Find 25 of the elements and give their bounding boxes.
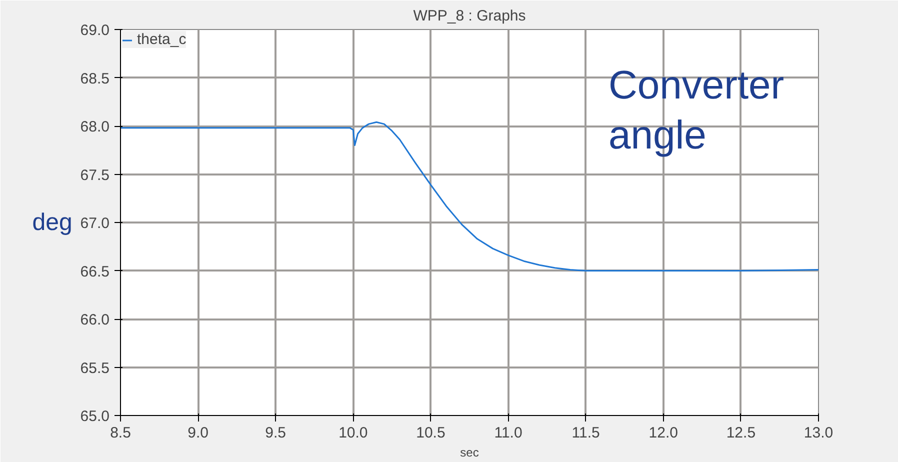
y-tick-label: 67.5 [80,166,110,184]
x-tick-label: 9.0 [188,424,208,442]
x-tick-label: 12.0 [648,424,678,442]
x-tick-label: 12.5 [726,424,756,442]
x-tick-label: 10.0 [338,424,368,442]
x-tick-label: 8.5 [110,424,131,442]
x-tick-label: 11.5 [572,424,600,442]
x-tick-label: 11.0 [494,424,522,442]
line-series [120,121,818,272]
y-tick-label: 68.5 [80,70,110,88]
y-tick-label: 66.5 [80,263,110,280]
text: theta_c [137,31,186,48]
y-tick-label: 65.5 [80,360,110,377]
y-tick-label: 69.0 [80,22,110,39]
x-tick-label: 9.5 [265,424,286,442]
x-tick-label: 10.5 [416,424,446,442]
x-axis-title: sec [460,446,479,460]
y-axis-title: deg [32,209,72,236]
chart-title: WPP_8 : Graphs [413,8,526,24]
annotation: Converter angle [608,64,784,158]
y-tick-label: 65.0 [80,408,110,425]
y-tick-label: 66.0 [80,312,110,328]
x-tick-label: 13.0 [804,424,834,442]
y-tick-label: 68.0 [80,118,110,136]
y-tick-label: 67.0 [80,215,110,232]
